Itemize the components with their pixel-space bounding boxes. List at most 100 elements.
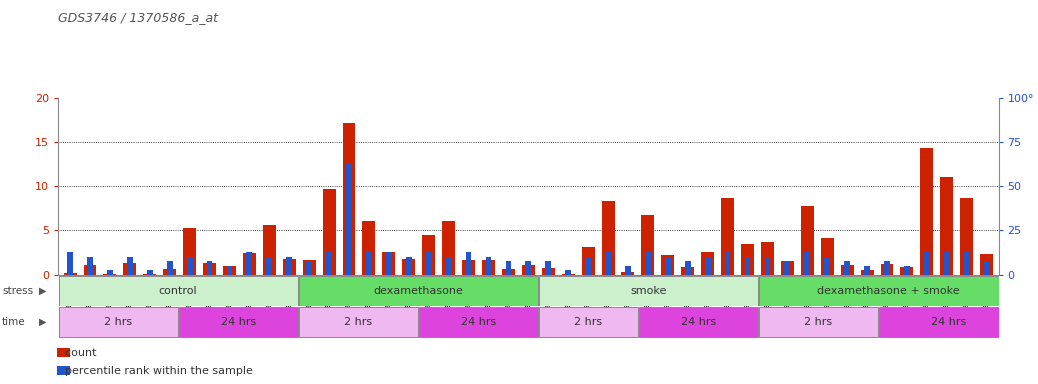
Text: 2 hrs: 2 hrs	[345, 317, 373, 327]
Bar	[765, 257, 770, 275]
Bar	[566, 270, 571, 275]
Text: 24 hrs: 24 hrs	[931, 317, 966, 327]
Text: 2 hrs: 2 hrs	[574, 317, 602, 327]
Bar	[921, 148, 933, 275]
Bar	[163, 269, 176, 275]
Bar	[282, 259, 296, 275]
Bar	[299, 307, 417, 337]
Bar	[879, 307, 1018, 337]
Bar	[685, 261, 690, 275]
Bar	[581, 247, 595, 275]
Bar	[362, 221, 376, 275]
Bar	[179, 307, 298, 337]
Bar	[482, 260, 495, 275]
Bar	[419, 307, 538, 337]
Bar	[466, 253, 471, 275]
Text: dexamethasone: dexamethasone	[374, 286, 463, 296]
Bar	[880, 264, 894, 275]
Text: 24 hrs: 24 hrs	[681, 317, 716, 327]
Bar	[263, 225, 276, 275]
Bar	[539, 276, 758, 306]
Text: 24 hrs: 24 hrs	[461, 317, 496, 327]
Bar	[804, 253, 811, 275]
Bar	[422, 235, 435, 275]
Bar	[124, 263, 136, 275]
Bar	[366, 253, 372, 275]
Text: 2 hrs: 2 hrs	[104, 317, 132, 327]
Bar	[681, 268, 694, 275]
Text: GDS3746 / 1370586_a_at: GDS3746 / 1370586_a_at	[58, 12, 218, 25]
Bar	[462, 260, 475, 275]
Bar	[940, 177, 953, 275]
Bar	[306, 261, 312, 275]
Text: control: control	[159, 286, 197, 296]
Bar	[821, 238, 834, 275]
Bar	[426, 253, 432, 275]
Bar	[386, 253, 391, 275]
Bar	[984, 261, 989, 275]
Bar	[545, 261, 551, 275]
Text: dexamethasone + smoke: dexamethasone + smoke	[817, 286, 960, 296]
Bar	[661, 255, 675, 275]
Bar	[243, 253, 256, 275]
Bar	[382, 253, 395, 275]
Bar	[824, 257, 830, 275]
Bar	[944, 253, 950, 275]
Bar	[486, 257, 491, 275]
Text: ▶: ▶	[39, 317, 47, 327]
Bar	[963, 253, 969, 275]
Bar	[900, 266, 913, 275]
Bar	[63, 273, 77, 275]
Bar	[183, 228, 196, 275]
Bar	[442, 221, 455, 275]
Bar	[781, 261, 794, 275]
Text: count: count	[58, 348, 97, 358]
Bar	[725, 253, 731, 275]
Text: percentile rank within the sample: percentile rank within the sample	[58, 366, 253, 376]
Bar	[104, 274, 116, 275]
Bar	[326, 253, 332, 275]
Bar	[59, 276, 298, 306]
Text: ▶: ▶	[39, 286, 47, 296]
Bar	[59, 307, 177, 337]
Text: time: time	[2, 317, 26, 327]
Bar	[639, 307, 758, 337]
Bar	[744, 257, 750, 275]
Bar	[605, 253, 611, 275]
Bar	[980, 254, 993, 275]
Bar	[741, 243, 754, 275]
Bar	[246, 253, 252, 275]
Bar	[323, 189, 335, 275]
Bar	[146, 270, 153, 275]
Bar	[67, 253, 73, 275]
Bar	[267, 257, 272, 275]
Bar	[585, 257, 591, 275]
Bar	[299, 276, 538, 306]
Bar	[705, 257, 711, 275]
Bar	[861, 270, 874, 275]
Bar	[800, 206, 814, 275]
Bar	[303, 260, 316, 275]
Text: 24 hrs: 24 hrs	[221, 317, 255, 327]
Bar	[960, 198, 974, 275]
Bar	[602, 201, 614, 275]
Bar	[841, 265, 853, 275]
Bar	[502, 269, 515, 275]
Bar	[203, 263, 216, 275]
Text: 2 hrs: 2 hrs	[804, 317, 832, 327]
Bar	[525, 261, 531, 275]
Bar	[904, 266, 910, 275]
Bar	[785, 261, 790, 275]
Bar	[506, 261, 512, 275]
Bar	[865, 266, 870, 275]
Bar	[522, 265, 535, 275]
Text: stress: stress	[2, 286, 33, 296]
Bar	[759, 307, 878, 337]
Bar	[226, 266, 233, 275]
Bar	[127, 257, 133, 275]
Bar	[539, 307, 637, 337]
Bar	[645, 253, 651, 275]
Bar	[83, 265, 97, 275]
Bar	[721, 198, 734, 275]
Bar	[542, 268, 554, 275]
